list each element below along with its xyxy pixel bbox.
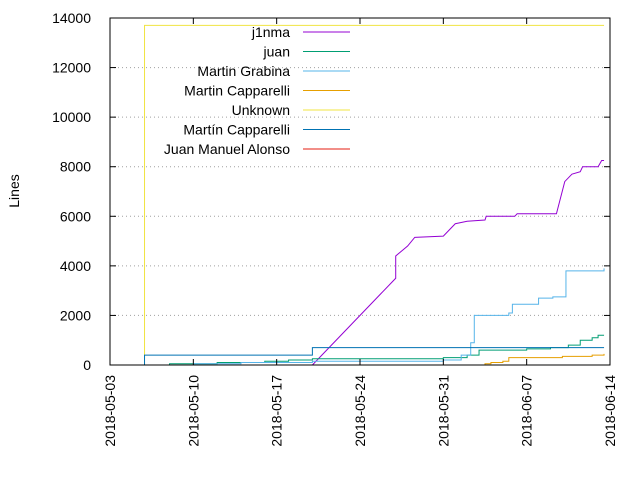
y-tick-label: 14000 [52, 10, 91, 26]
y-tick-label: 4000 [60, 258, 91, 274]
legend-label: Martin Grabina [197, 63, 290, 79]
y-axis-title: Lines [6, 174, 22, 207]
y-axis: 0 2000 4000 6000 8000 10000 12000 14000 [52, 10, 610, 373]
y-tick-label: 12000 [52, 60, 91, 76]
series-line-3 [479, 353, 605, 366]
legend-label: Martin Capparelli [184, 83, 290, 99]
x-tick-label: 2018-05-10 [185, 375, 201, 447]
x-tick-label: 2018-06-07 [519, 375, 535, 447]
grid [110, 67, 610, 316]
legend-label: Martín Capparelli [183, 122, 290, 138]
y-tick-label: 6000 [60, 208, 91, 224]
legend-label: juan [263, 44, 290, 60]
y-tick-label: 10000 [52, 109, 91, 125]
x-tick-label: 2018-05-17 [269, 375, 285, 447]
legend-label: Juan Manuel Alonso [164, 141, 290, 157]
y-tick-label: 2000 [60, 307, 91, 323]
legend-label: Unknown [232, 102, 290, 118]
legend-label: j1nma [251, 24, 290, 40]
series-line-0 [312, 160, 605, 366]
y-tick-label: 0 [83, 357, 91, 373]
series-line-2 [157, 268, 605, 366]
x-tick-label: 2018-06-14 [602, 375, 618, 447]
x-axis: 2018-05-03 2018-05-10 2018-05-17 2018-05-24… [102, 18, 618, 447]
legend: j1nma juan Martin Grabina Martin Capparelli… [164, 24, 350, 157]
x-tick-label: 2018-05-03 [102, 375, 118, 447]
y-tick-label: 8000 [60, 159, 91, 175]
x-tick-label: 2018-05-24 [352, 375, 368, 447]
x-tick-label: 2018-05-31 [435, 375, 451, 447]
